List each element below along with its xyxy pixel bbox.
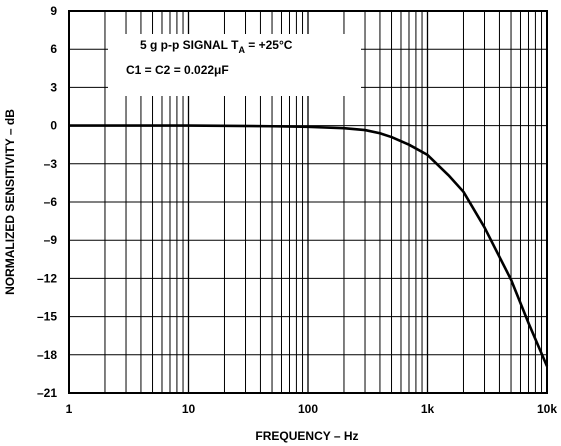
x-tick-label: 100 xyxy=(298,402,318,416)
annotation-line2: C1 = C2 = 0.022μF xyxy=(126,63,229,77)
series-line xyxy=(69,124,549,367)
x-tick-label: 10k xyxy=(537,402,557,416)
y-tick-labels: 9 6 3 0 –3 –6 –9 –12 –15 –18 –21 xyxy=(37,4,57,400)
y-axis-label: NORMALIZED SENSITIVITY – dB xyxy=(3,109,17,295)
annotation-box: 5 g p-p SIGNAL TA = +25°C C1 = C2 = 0.02… xyxy=(108,34,361,96)
y-tick-label: 6 xyxy=(50,42,57,56)
x-tick-label: 1 xyxy=(66,402,73,416)
x-tick-label: 10 xyxy=(182,402,196,416)
y-tick-label: 0 xyxy=(50,119,57,133)
x-axis-label: FREQUENCY – Hz xyxy=(255,429,358,443)
series-group xyxy=(69,124,549,367)
y-tick-label: –12 xyxy=(37,271,57,285)
annotation-line1: 5 g p-p SIGNAL TA = +25°C xyxy=(140,38,293,55)
y-tick-label: –9 xyxy=(44,233,58,247)
y-tick-label: –15 xyxy=(37,310,57,324)
y-tick-label: –18 xyxy=(37,348,57,362)
annotation-line1-main: 5 g p-p SIGNAL T xyxy=(140,38,239,52)
y-tick-label: 3 xyxy=(50,80,57,94)
y-tick-label: 9 xyxy=(50,4,57,18)
y-tick-label: –3 xyxy=(44,157,58,171)
annotation-line1-rest: = +25°C xyxy=(245,38,293,52)
plot-frame xyxy=(68,10,548,394)
y-tick-label: –21 xyxy=(37,386,57,400)
annotation-line1-sub: A xyxy=(238,45,245,55)
y-tick-label: –6 xyxy=(44,195,58,209)
x-tick-label: 1k xyxy=(421,402,435,416)
x-tick-labels: 1 10 100 1k 10k xyxy=(66,402,558,416)
